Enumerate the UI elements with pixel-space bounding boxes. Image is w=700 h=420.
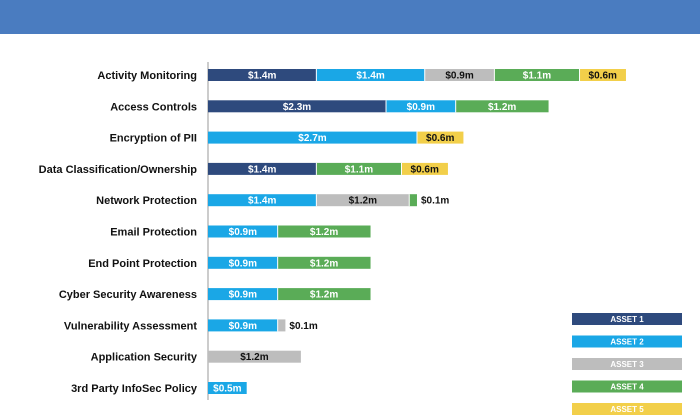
legend-label-asset-4: ASSET 4 — [610, 383, 644, 392]
category-label-cyber-security-awareness: Cyber Security Awareness — [59, 289, 197, 301]
category-label-access-controls: Access Controls — [110, 101, 197, 113]
legend-label-asset-5: ASSET 5 — [610, 405, 644, 414]
legend-label-asset-3: ASSET 3 — [610, 360, 644, 369]
category-label-network-protection: Network Protection — [96, 195, 197, 207]
bar-access-controls-asset-4 — [455, 100, 549, 113]
data-label-activity-monitoring-asset-1: $1.4m — [248, 71, 276, 82]
data-label-end-point-protection-asset-2: $0.9m — [229, 258, 257, 269]
category-label-application-security: Application Security — [91, 352, 198, 364]
bar-vulnerability-assessment-asset-2 — [208, 319, 278, 332]
bar-end-point-protection-asset-4 — [277, 256, 371, 269]
data-label-activity-monitoring-asset-2: $1.4m — [356, 71, 384, 82]
data-label-access-controls-asset-2: $0.9m — [407, 102, 435, 113]
data-label-vulnerability-assessment-asset-3: $0.1m — [289, 321, 317, 332]
data-label-network-protection-asset-3: $1.2m — [349, 196, 377, 207]
legend-item-asset-3: ASSET 3 — [572, 358, 682, 370]
bar-encryption-of-pii-asset-2 — [208, 131, 417, 144]
legend-swatch-asset-1 — [572, 313, 682, 325]
data-label-cyber-security-awareness-asset-4: $1.2m — [310, 290, 338, 301]
data-label-application-security-asset-3: $1.2m — [240, 352, 268, 363]
bar-activity-monitoring-asset-3 — [424, 69, 495, 81]
data-label-data-classification-ownership-asset-4: $1.1m — [345, 164, 373, 175]
category-label-email-protection: Email Protection — [110, 227, 197, 239]
data-label-end-point-protection-asset-4: $1.2m — [310, 258, 338, 269]
data-label-3rd-party-infosec-policy-asset-2: $0.5m — [213, 384, 241, 395]
bar-email-protection-asset-2 — [208, 225, 278, 238]
data-label-activity-monitoring-asset-5: $0.6m — [589, 71, 617, 82]
bar-activity-monitoring-asset-1 — [208, 69, 317, 81]
legend-label-asset-1: ASSET 1 — [610, 315, 644, 324]
legend-item-asset-5: ASSET 5 — [572, 403, 682, 415]
bar-data-classification-ownership-asset-1 — [208, 162, 317, 175]
legend-item-asset-1: ASSET 1 — [572, 313, 682, 325]
bar-cyber-security-awareness-asset-2 — [208, 288, 278, 301]
bar-activity-monitoring-asset-4 — [494, 69, 580, 81]
legend-swatch-asset-3 — [572, 358, 682, 370]
bar-cyber-security-awareness-asset-4 — [277, 288, 371, 301]
bar-data-classification-ownership-asset-4 — [316, 162, 402, 175]
bar-end-point-protection-asset-2 — [208, 256, 278, 269]
data-label-access-controls-asset-4: $1.2m — [488, 102, 516, 113]
data-label-data-classification-ownership-asset-5: $0.6m — [411, 164, 439, 175]
bar-network-protection-asset-2 — [208, 194, 317, 207]
category-label-encryption-of-pii: Encryption of PII — [110, 133, 197, 145]
category-label-activity-monitoring: Activity Monitoring — [97, 70, 197, 82]
legend-swatch-asset-2 — [572, 335, 682, 348]
data-label-encryption-of-pii-asset-2: $2.7m — [298, 133, 326, 144]
category-label-vulnerability-assessment: Vulnerability Assessment — [64, 320, 197, 332]
data-label-activity-monitoring-asset-4: $1.1m — [523, 71, 551, 82]
bar-3rd-party-infosec-policy-asset-2 — [208, 382, 247, 394]
data-label-activity-monitoring-asset-3: $0.9m — [445, 71, 473, 82]
bar-vulnerability-assessment-asset-3 — [277, 319, 286, 332]
data-label-network-protection-asset-2: $1.4m — [248, 196, 276, 207]
data-label-data-classification-ownership-asset-1: $1.4m — [248, 164, 276, 175]
category-label-3rd-party-infosec-policy: 3rd Party InfoSec Policy — [71, 383, 198, 395]
header-banner — [0, 0, 700, 34]
bar-activity-monitoring-asset-5 — [579, 69, 626, 81]
data-label-email-protection-asset-4: $1.2m — [310, 227, 338, 238]
category-label-data-classification-ownership: Data Classification/Ownership — [39, 164, 198, 176]
bar-encryption-of-pii-asset-5 — [416, 131, 464, 144]
bar-activity-monitoring-asset-2 — [316, 69, 425, 81]
data-label-vulnerability-assessment-asset-2: $0.9m — [229, 321, 257, 332]
bar-network-protection-asset-4 — [409, 194, 417, 207]
data-label-network-protection-asset-4: $0.1m — [421, 196, 449, 207]
legend-label-asset-2: ASSET 2 — [610, 338, 644, 347]
bar-application-security-asset-3 — [208, 350, 301, 363]
legend-item-asset-4: ASSET 4 — [572, 380, 682, 393]
bar-network-protection-asset-3 — [316, 194, 410, 207]
bar-email-protection-asset-4 — [277, 225, 371, 238]
data-label-access-controls-asset-1: $2.3m — [283, 102, 311, 113]
legend-swatch-asset-5 — [572, 403, 682, 415]
bar-access-controls-asset-1 — [208, 100, 387, 113]
data-label-encryption-of-pii-asset-5: $0.6m — [426, 133, 454, 144]
data-label-cyber-security-awareness-asset-2: $0.9m — [229, 290, 257, 301]
bar-access-controls-asset-2 — [386, 100, 456, 113]
data-label-email-protection-asset-2: $0.9m — [229, 227, 257, 238]
legend-item-asset-2: ASSET 2 — [572, 335, 682, 348]
bar-data-classification-ownership-asset-5 — [401, 162, 448, 175]
legend-swatch-asset-4 — [572, 380, 682, 393]
category-label-end-point-protection: End Point Protection — [88, 258, 197, 270]
